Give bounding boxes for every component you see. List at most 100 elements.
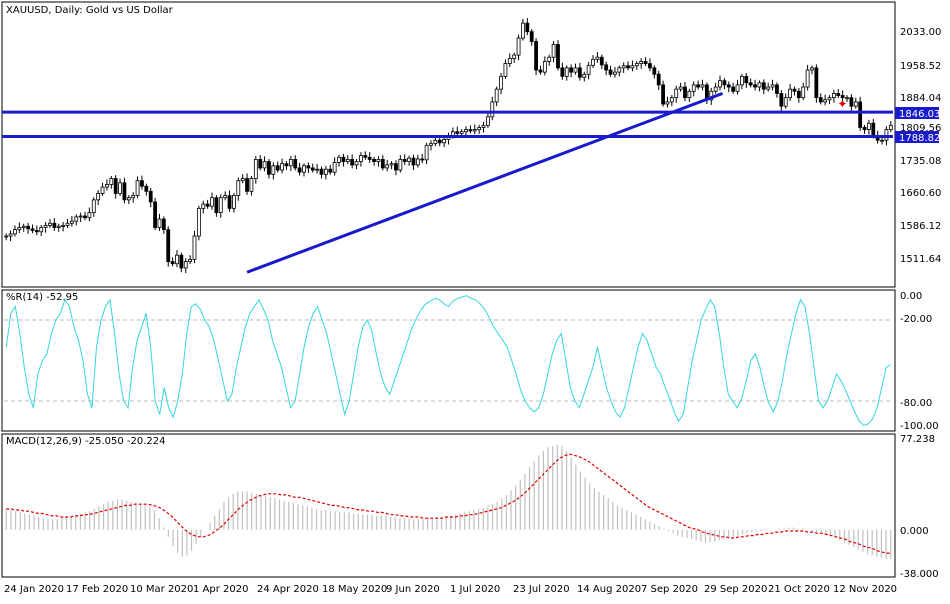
x-tick-label: 29 Sep 2020 bbox=[704, 584, 767, 595]
wpr-indicator-title: %R(14) -52.95 bbox=[6, 292, 78, 303]
candle-body bbox=[674, 88, 679, 99]
x-tick-label: 14 Aug 2020 bbox=[577, 584, 641, 595]
candle-body bbox=[328, 168, 333, 173]
x-tick-label: 9 Jun 2020 bbox=[386, 584, 440, 595]
candle-body bbox=[573, 67, 578, 73]
candle-body bbox=[639, 61, 644, 65]
candle-body bbox=[275, 165, 280, 171]
wpr-tick-label: -80.00 bbox=[900, 398, 932, 409]
candle-body bbox=[122, 182, 127, 201]
candle-body bbox=[415, 158, 420, 166]
price-tick-label: 1809.56 bbox=[900, 123, 941, 134]
candle-body bbox=[376, 159, 381, 162]
candle-body bbox=[223, 195, 228, 199]
candle-body bbox=[726, 84, 731, 88]
candle-body bbox=[131, 195, 136, 199]
candle-body bbox=[280, 163, 284, 171]
candle-body bbox=[735, 84, 740, 92]
candle-body bbox=[805, 69, 810, 88]
candle-body bbox=[494, 88, 499, 103]
candle-body bbox=[521, 22, 525, 39]
candle-body bbox=[284, 163, 289, 167]
candle-body bbox=[867, 122, 871, 130]
wpr-series bbox=[4, 295, 893, 426]
candle-body bbox=[700, 84, 705, 88]
wpr-pane-frame bbox=[1, 289, 896, 432]
candle-body bbox=[249, 178, 254, 192]
x-tick-label: 23 Jul 2020 bbox=[513, 584, 570, 595]
candle-body bbox=[840, 95, 845, 99]
candle-body bbox=[459, 131, 464, 134]
candle-body bbox=[831, 93, 836, 99]
candle-body bbox=[810, 67, 814, 71]
candle-body bbox=[626, 65, 630, 69]
candle-body bbox=[560, 67, 565, 77]
x-tick-label: 24 Apr 2020 bbox=[257, 584, 319, 595]
candle-body bbox=[871, 122, 876, 137]
candle-body bbox=[363, 155, 368, 158]
candle-body bbox=[468, 129, 473, 132]
candle-body bbox=[17, 227, 22, 231]
candle-body bbox=[196, 207, 201, 237]
price-tick-label: 1660.60 bbox=[900, 188, 941, 199]
candle-body bbox=[564, 67, 569, 77]
candle-body bbox=[512, 54, 517, 59]
candle-body bbox=[214, 197, 219, 214]
candle-body bbox=[490, 101, 495, 118]
price-label-box bbox=[895, 107, 939, 119]
candle-body bbox=[569, 67, 574, 73]
candle-body bbox=[302, 165, 306, 173]
candle-body bbox=[293, 159, 298, 169]
trade-marker-icon: ✦ bbox=[837, 97, 847, 111]
candle-body bbox=[359, 155, 363, 162]
candle-body bbox=[748, 82, 753, 86]
candle-body bbox=[884, 129, 889, 141]
candle-body bbox=[61, 224, 66, 227]
candle-body bbox=[665, 101, 670, 105]
x-tick-label: 24 Jan 2020 bbox=[4, 584, 64, 595]
candle-body bbox=[74, 216, 79, 222]
candle-body bbox=[591, 58, 595, 66]
candle-body bbox=[604, 64, 609, 71]
candle-body bbox=[323, 168, 328, 175]
price-pane-frame bbox=[1, 1, 896, 288]
candle-body bbox=[643, 61, 648, 65]
candle-body bbox=[232, 195, 236, 209]
macd-indicator-title: MACD(12,26,9) -25.050 -20.224 bbox=[6, 436, 166, 447]
candle-body bbox=[740, 75, 744, 86]
candle-body bbox=[332, 161, 337, 173]
candle-body bbox=[888, 124, 893, 130]
candle-body bbox=[26, 225, 30, 230]
candle-body bbox=[175, 254, 179, 265]
candle-body bbox=[227, 195, 232, 209]
candle-body bbox=[30, 228, 35, 231]
price-tick-label: 1735.08 bbox=[900, 156, 941, 167]
candle-body bbox=[288, 159, 293, 167]
candle-body bbox=[91, 199, 96, 214]
candle-body bbox=[845, 97, 849, 100]
candle-body bbox=[477, 127, 482, 130]
candle-body bbox=[135, 180, 140, 196]
x-tick-label: 10 Mar 2020 bbox=[130, 584, 193, 595]
candle-body bbox=[39, 227, 44, 233]
candle-body bbox=[766, 86, 771, 90]
candle-body bbox=[455, 131, 460, 134]
candle-body bbox=[354, 161, 359, 166]
candle-body bbox=[880, 139, 884, 142]
candle-body bbox=[761, 82, 766, 90]
candle-body bbox=[713, 86, 718, 92]
candle-body bbox=[481, 124, 486, 128]
candle-body bbox=[753, 84, 757, 88]
candle-body bbox=[166, 229, 171, 262]
candle-body bbox=[161, 218, 166, 231]
wpr-y-axis: 0.00 -20.00 -80.00 -100.00 bbox=[900, 291, 939, 432]
price-label-1788: 1788.82 bbox=[895, 131, 940, 144]
candle-body bbox=[801, 86, 806, 99]
candle-body bbox=[757, 82, 762, 88]
price-candles bbox=[4, 18, 893, 274]
candle-body bbox=[849, 97, 854, 107]
candle-body bbox=[718, 80, 722, 88]
candle-body bbox=[744, 75, 749, 84]
